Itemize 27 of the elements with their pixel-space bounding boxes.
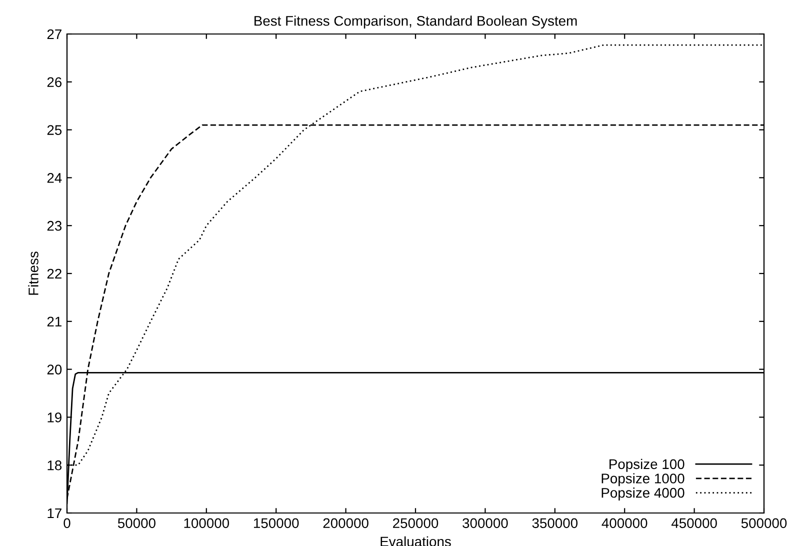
- y-tick-label: 20: [47, 364, 62, 374]
- x-tick-label: 450000: [671, 518, 717, 528]
- x-tick-label: 100000: [184, 518, 230, 528]
- y-tick-label: 19: [48, 412, 62, 422]
- x-tick-label: 400000: [602, 518, 648, 528]
- x-tick-label: 50000: [118, 518, 156, 528]
- x-tick-label: 0: [64, 518, 70, 528]
- x-tick-label: 150000: [254, 518, 299, 528]
- y-tick-label: 23: [47, 220, 62, 231]
- y-tick-label: 27: [47, 29, 62, 40]
- x-tick-label: 250000: [393, 518, 438, 528]
- y-tick-label: 24: [47, 173, 62, 183]
- y-tick-label: 18: [48, 460, 62, 470]
- y-axis-title: Fitness: [28, 252, 38, 295]
- x-tick-label: 200000: [323, 518, 368, 528]
- x-tick-label: 500000: [741, 518, 787, 528]
- chart-title: Best Fitness Comparison, Standard Boolean System: [254, 16, 577, 29]
- y-tick-label: 25: [47, 125, 62, 135]
- legend-label: Popsize 1000: [602, 473, 684, 486]
- y-tick-label: 26: [47, 77, 62, 88]
- x-tick-label: 300000: [462, 518, 508, 528]
- x-tick-label: 350000: [532, 518, 578, 528]
- y-tick-label: 22: [47, 268, 62, 279]
- y-tick-label: 17: [48, 508, 62, 518]
- y-tick-label: 21: [47, 316, 62, 326]
- legend-label: Popsize 4000: [602, 488, 684, 500]
- legend-label: Popsize 100: [610, 458, 684, 472]
